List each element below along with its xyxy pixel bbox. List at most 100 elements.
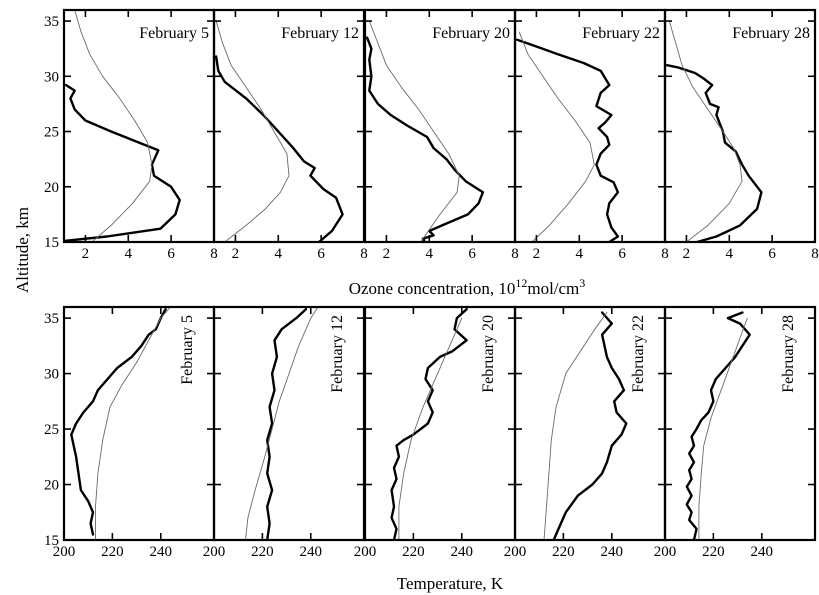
ozone-reference-line [74,10,153,242]
x-tick-label: 4 [125,246,133,262]
x-tick-label: 200 [504,544,527,560]
x-tick-label: 4 [726,246,734,262]
y-axis-title: Altitude, km [13,207,32,293]
temperature-panel-lines [543,311,628,540]
panel-label: February 5 [179,315,196,385]
temperature-panel-lines [685,311,751,540]
x-tick-label: 200 [53,544,76,560]
temperature-y-tick-label: 30 [44,367,59,383]
temperature-y-tick-label: 20 [44,478,59,494]
x-tick-label: 200 [654,544,677,560]
x-tick-label: 220 [251,544,274,560]
x-tick-label: 2 [383,246,391,262]
panel-label: February 12 [329,315,346,393]
ozone-reference-line [368,20,460,242]
ozone-panel-5: 2 4 6 8 February 28 [663,8,819,262]
temperature-measured-line [390,308,468,540]
ozone-reference-line [668,20,743,242]
ozone-panel-frame [363,8,517,244]
temperature-measured-line [70,308,167,536]
temperature-measured-line [552,311,628,540]
panel-label: February 5 [139,25,209,42]
temperature-reference-line [95,307,171,540]
x-tick-label: 4 [576,246,584,262]
temperature-measured-line [685,311,751,540]
temperature-reference-line [398,317,463,540]
x-tick-label: 240 [300,544,323,560]
ozone-reference-line [518,31,595,242]
temperature-y-tick-label: 15 [44,533,59,549]
ozone-panel-frame [212,8,366,244]
x-tick-label: 240 [451,544,474,560]
panels-group: 2 4 6 8 February 5 2 4 6 8 February 12 2 4 6 8 Februar… [44,8,819,560]
x-tick-label: 240 [751,544,774,560]
x-tick-label: 8 [360,246,368,262]
ozone-y-tick-label: 25 [44,125,59,141]
x-tick-label: 2 [533,246,541,262]
ozone-y-tick-label: 20 [44,180,59,196]
temperature-panel-4: 220 240 200 February 22 [504,305,667,560]
x-tick-label: 6 [768,246,776,262]
x-tick-label: 6 [468,246,476,262]
temperature-reference-line [698,317,748,540]
ozone-x-axis-title: Ozone concentration, 1012mol/cm3 [349,276,586,298]
x-tick-label: 240 [150,544,173,560]
ozone-y-tick-label: 30 [44,69,59,85]
ozone-reference-line [215,20,290,242]
ozone-y-tick-label: 15 [44,235,59,251]
x-tick-label: 8 [661,246,669,262]
ozone-panel-frame [663,8,817,244]
panel-label: February 22 [630,315,647,393]
x-tick-label: 220 [402,544,425,560]
x-tick-label: 8 [511,246,519,262]
x-tick-label: 8 [811,246,819,262]
temperature-panel-lines [245,307,319,540]
ozone-panel-lines [64,10,181,242]
temperature-reference-line [543,312,608,540]
panel-label: February 20 [432,25,510,42]
x-tick-label: 6 [618,246,626,262]
ozone-panel-lines [214,20,344,242]
ozone-measured-line [515,38,620,242]
ozone-panel-4: 2 4 6 8 February 22 [513,8,669,262]
temperature-x-axis-title: Temperature, K [397,574,504,593]
ozone-measured-line [665,64,763,242]
panel-label: February 28 [732,25,810,42]
panel-label: February 20 [480,315,497,393]
ozone-y-tick-label: 35 [44,14,59,30]
x-tick-label: 6 [317,246,325,262]
ozone-measured-line [214,55,344,242]
temperature-panel-1: 220 240 200 February 5 [53,305,216,560]
ozone-panel-frame [513,8,667,244]
ozone-measured-line [365,36,485,242]
temperature-panel-2: 220 240 200 February 12 [203,305,366,560]
x-tick-label: 220 [552,544,575,560]
x-tick-label: 6 [167,246,175,262]
x-tick-label: 4 [426,246,434,262]
x-tick-label: 240 [601,544,624,560]
panel-label: February 28 [780,315,797,393]
x-tick-label: 4 [275,246,283,262]
temperature-y-tick-label: 25 [44,422,59,438]
temperature-panel-3: 220 240 200 February 20 [354,305,517,560]
panel-label: February 12 [281,25,359,42]
x-tick-label: 2 [683,246,691,262]
ozone-panel-2: 2 4 6 8 February 12 [212,8,368,262]
ozone-panel-lines [515,31,620,242]
temperature-panel-frame [663,305,817,542]
x-tick-label: 2 [82,246,90,262]
x-tick-label: 200 [354,544,377,560]
ozone-panel-3: 2 4 6 8 February 20 [363,8,519,262]
x-tick-label: 2 [232,246,240,262]
x-tick-label: 8 [210,246,218,262]
temperature-y-tick-label: 35 [44,311,59,327]
ozone-panel-1: 2 4 6 8 February 5 [62,8,218,262]
temperature-reference-line [245,307,319,540]
ozone-panel-lines [365,20,485,242]
temperature-panel-lines [70,307,171,540]
ozone-panel-lines [665,20,763,242]
ozone-measured-line [64,83,181,242]
x-tick-label: 200 [203,544,226,560]
temperature-panel-lines [390,308,468,540]
